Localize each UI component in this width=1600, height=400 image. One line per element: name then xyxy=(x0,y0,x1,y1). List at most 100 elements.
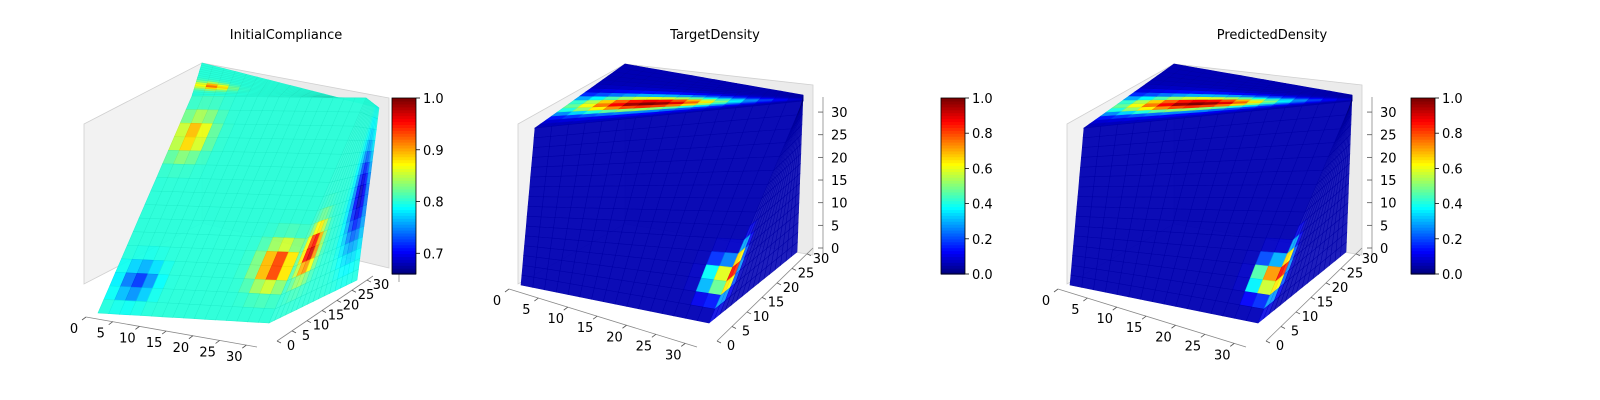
colorbar-segment xyxy=(392,171,416,175)
x-tick xyxy=(1141,315,1147,320)
voxel-cell xyxy=(1114,133,1133,146)
y-tick xyxy=(791,267,797,271)
x-tick-label: 20 xyxy=(606,330,623,345)
colorbar-segment xyxy=(392,153,416,158)
x-tick xyxy=(504,288,510,293)
colorbar-segment xyxy=(392,271,416,275)
voxel-cell xyxy=(1088,216,1105,229)
voxel-cell xyxy=(588,174,607,187)
y-tick xyxy=(1280,326,1286,329)
voxel-cell xyxy=(1103,206,1121,219)
voxel-cell xyxy=(545,165,563,177)
x-tick xyxy=(135,326,140,330)
voxel-cell xyxy=(530,166,548,178)
voxel-cell xyxy=(557,186,575,198)
voxel-cell xyxy=(1115,217,1133,230)
x-tick xyxy=(215,340,220,344)
voxel-cell xyxy=(526,206,543,218)
colorbar-segment xyxy=(392,118,416,123)
x-tick-label: 15 xyxy=(146,336,163,351)
z-tick-label: 10 xyxy=(1380,197,1397,212)
colorbar-segment xyxy=(392,253,416,257)
x-tick-label: 25 xyxy=(199,345,216,360)
x-tick-label: 30 xyxy=(226,350,243,365)
colorbar-segment xyxy=(392,98,416,102)
cube-face-top xyxy=(533,63,804,129)
y-tick xyxy=(366,279,372,283)
x-tick-label: 30 xyxy=(1214,348,1231,363)
y-tick-label: 30 xyxy=(1362,252,1379,267)
voxel-cell xyxy=(560,164,579,177)
voxel-cell xyxy=(1081,136,1100,148)
chart-title: TargetDensity xyxy=(669,28,760,43)
voxel-cell xyxy=(580,218,598,231)
z-tick-label: 20 xyxy=(1380,151,1397,166)
voxel-cell xyxy=(568,207,586,220)
voxel-cell xyxy=(1094,165,1112,177)
voxel-cell xyxy=(1133,196,1152,209)
colorbar-segment xyxy=(392,197,416,202)
voxel-cell xyxy=(1110,249,1126,263)
colorbar-segment xyxy=(392,262,416,266)
y-tick-label: 5 xyxy=(742,324,750,339)
x-tick xyxy=(651,333,657,338)
y-tick-label: 15 xyxy=(768,295,785,310)
y-tick xyxy=(776,282,782,286)
voxel-cell xyxy=(550,237,566,251)
cube-face-front xyxy=(97,95,367,324)
y-tick xyxy=(276,340,282,344)
z-tick-label: 20 xyxy=(831,151,848,166)
x-tick xyxy=(161,330,167,335)
y-tick-label: 15 xyxy=(1317,295,1334,310)
colorbar-segment xyxy=(392,259,416,263)
chart-panel-3: PredictedDensity051015202530051015202530… xyxy=(1042,28,1463,363)
colorbar-segment xyxy=(392,121,416,125)
voxel-cell xyxy=(546,155,565,167)
y-tick xyxy=(321,310,327,313)
colorbar-segment xyxy=(392,256,416,260)
colorbar-tick-label: 1.0 xyxy=(972,92,993,107)
voxel-cell xyxy=(572,185,590,198)
x-tick-label: 25 xyxy=(636,339,653,354)
colorbar-segment xyxy=(392,174,416,178)
voxel-cell xyxy=(1098,134,1117,147)
voxel-cell xyxy=(579,142,599,156)
voxel-cell xyxy=(538,226,554,239)
voxel-cell xyxy=(563,238,579,252)
voxel-cell xyxy=(1081,146,1099,158)
colorbar-segment xyxy=(392,188,416,193)
y-tick-label: 0 xyxy=(1276,339,1284,354)
colorbar-segment xyxy=(392,200,416,205)
colorbar-tick-label: 0.8 xyxy=(1442,127,1463,142)
x-tick-label: 20 xyxy=(173,341,190,356)
voxel-cell xyxy=(582,207,600,220)
colorbar-tick-label: 0.7 xyxy=(423,247,444,262)
voxel-cell xyxy=(1142,152,1161,165)
voxel-cell xyxy=(1128,142,1148,156)
voxel-cell xyxy=(1090,196,1108,208)
colorbar-segment xyxy=(392,244,416,249)
colorbar-segment xyxy=(392,100,416,105)
colorbar-segment xyxy=(392,241,416,246)
x-tick-label: 0 xyxy=(493,294,501,309)
voxel-cell xyxy=(1140,163,1159,176)
voxel-cell xyxy=(1131,207,1149,220)
y-tick-label: 20 xyxy=(343,298,360,313)
x-tick-label: 30 xyxy=(665,348,682,363)
y-tick xyxy=(1265,340,1271,344)
voxel-cell xyxy=(1130,131,1150,145)
voxel-cell xyxy=(1084,246,1100,260)
colorbar-segment xyxy=(392,177,416,181)
colorbar-segment xyxy=(392,250,416,255)
y-tick xyxy=(1295,311,1301,315)
colorbar-segment xyxy=(392,142,416,146)
colorbar-tick-label: 0.2 xyxy=(972,233,993,248)
voxel-cell xyxy=(1097,248,1113,261)
colorbar-segment xyxy=(392,159,416,164)
voxel-cell xyxy=(537,236,553,249)
voxel-cell xyxy=(593,152,612,165)
voxel-cell xyxy=(599,119,620,133)
x-tick xyxy=(81,316,87,321)
x-axis-line xyxy=(85,316,258,348)
voxel-cell xyxy=(1124,164,1143,177)
